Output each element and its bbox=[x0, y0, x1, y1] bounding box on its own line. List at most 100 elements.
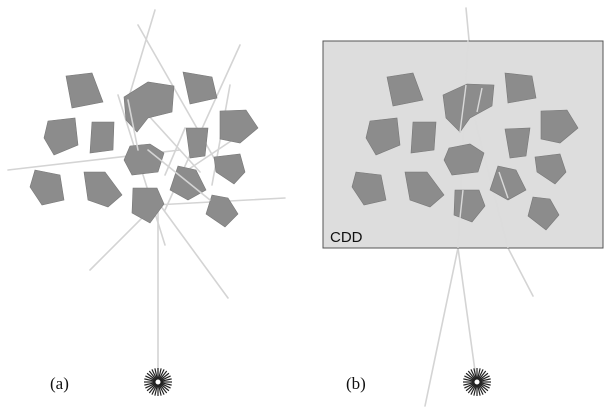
starburst-spike bbox=[467, 383, 476, 394]
grain bbox=[527, 196, 560, 231]
grain bbox=[489, 165, 527, 201]
ray bbox=[127, 99, 139, 151]
starburst-spike bbox=[464, 382, 475, 389]
grain bbox=[123, 81, 175, 133]
starburst-source-icon bbox=[463, 368, 491, 396]
starburst-spike bbox=[463, 382, 475, 386]
starburst-source-icon bbox=[144, 368, 172, 396]
starburst-spike bbox=[151, 369, 158, 380]
starburst-spike bbox=[478, 370, 487, 381]
grain bbox=[219, 109, 259, 144]
starburst-spike bbox=[154, 368, 158, 380]
grain bbox=[29, 169, 65, 206]
starburst-spike bbox=[479, 382, 491, 386]
ray bbox=[164, 127, 186, 176]
starburst-spike bbox=[151, 384, 158, 395]
grain bbox=[534, 153, 567, 185]
starburst-spike bbox=[465, 372, 476, 381]
starburst-spike bbox=[158, 384, 162, 396]
starburst-spike bbox=[463, 378, 475, 382]
grain bbox=[182, 71, 218, 105]
starburst-spike bbox=[467, 370, 476, 381]
starburst-spike bbox=[477, 384, 481, 396]
ray bbox=[147, 149, 211, 201]
starburst-spike bbox=[473, 368, 477, 380]
panel-a-grains bbox=[29, 71, 259, 228]
starburst-spike bbox=[160, 378, 172, 382]
panel-b-rays-below bbox=[424, 7, 534, 407]
grain bbox=[89, 121, 115, 154]
starburst-spike bbox=[477, 368, 481, 380]
grain bbox=[205, 194, 239, 228]
grain bbox=[43, 117, 79, 156]
panel-caption: (a) bbox=[50, 374, 69, 393]
ray bbox=[424, 247, 459, 407]
starburst-spike bbox=[158, 368, 162, 380]
ray bbox=[137, 24, 223, 173]
grain bbox=[365, 117, 401, 156]
grain bbox=[185, 127, 209, 159]
starburst-spike bbox=[159, 370, 168, 381]
starburst-spike bbox=[158, 369, 165, 380]
starburst-spike bbox=[159, 372, 170, 381]
panel-caption: (b) bbox=[346, 374, 366, 393]
starburst-spike bbox=[479, 378, 491, 382]
starburst-spike bbox=[465, 383, 476, 392]
starburst-spike bbox=[148, 370, 157, 381]
starburst-spike bbox=[159, 383, 168, 394]
cdd-label: CDD bbox=[330, 229, 363, 246]
crack-line bbox=[498, 171, 509, 199]
starburst-spike bbox=[160, 375, 171, 382]
grain bbox=[443, 143, 485, 176]
grain bbox=[213, 153, 246, 185]
starburst-spike bbox=[144, 382, 156, 386]
panel-a-rays-front bbox=[127, 99, 211, 201]
grain bbox=[386, 72, 424, 107]
starburst-spike bbox=[479, 382, 490, 389]
grain bbox=[351, 171, 387, 206]
starburst-spike bbox=[160, 382, 171, 389]
starburst-spike bbox=[478, 383, 487, 394]
grain bbox=[65, 72, 104, 109]
grain bbox=[83, 171, 123, 208]
starburst-spike bbox=[146, 372, 157, 381]
starburst-spike bbox=[477, 369, 484, 380]
crack-line bbox=[459, 189, 464, 219]
panel-a: (a) bbox=[7, 9, 286, 396]
ray-trace bbox=[474, 119, 509, 249]
ray bbox=[507, 247, 534, 297]
starburst-spike bbox=[160, 382, 172, 386]
panel-b-grains bbox=[351, 72, 579, 231]
crack-line bbox=[459, 84, 467, 133]
starburst-spike bbox=[159, 383, 170, 392]
grain bbox=[123, 143, 165, 176]
starburst-spike bbox=[470, 384, 477, 395]
ray bbox=[127, 9, 156, 101]
starburst-spike bbox=[158, 384, 165, 395]
ray bbox=[465, 7, 470, 41]
starburst-spike bbox=[145, 375, 156, 382]
grain bbox=[504, 72, 537, 104]
ray bbox=[89, 209, 151, 271]
starburst-spike bbox=[148, 383, 157, 394]
starburst-spike bbox=[478, 372, 489, 381]
ray bbox=[147, 114, 201, 173]
grain bbox=[404, 171, 445, 208]
starburst-spike bbox=[478, 383, 489, 392]
ray bbox=[159, 204, 229, 299]
starburst-spike bbox=[464, 375, 475, 382]
starburst-spike bbox=[144, 378, 156, 382]
grain bbox=[410, 121, 437, 154]
grain bbox=[504, 127, 531, 159]
crack-line bbox=[476, 87, 483, 113]
starburst-core bbox=[154, 378, 162, 386]
starburst-spike bbox=[146, 383, 157, 392]
starburst-spike bbox=[145, 382, 156, 389]
starburst-spike bbox=[154, 384, 158, 396]
starburst-core bbox=[473, 378, 481, 386]
starburst-spike bbox=[479, 375, 490, 382]
starburst-spike bbox=[477, 384, 484, 395]
grain bbox=[442, 83, 495, 133]
